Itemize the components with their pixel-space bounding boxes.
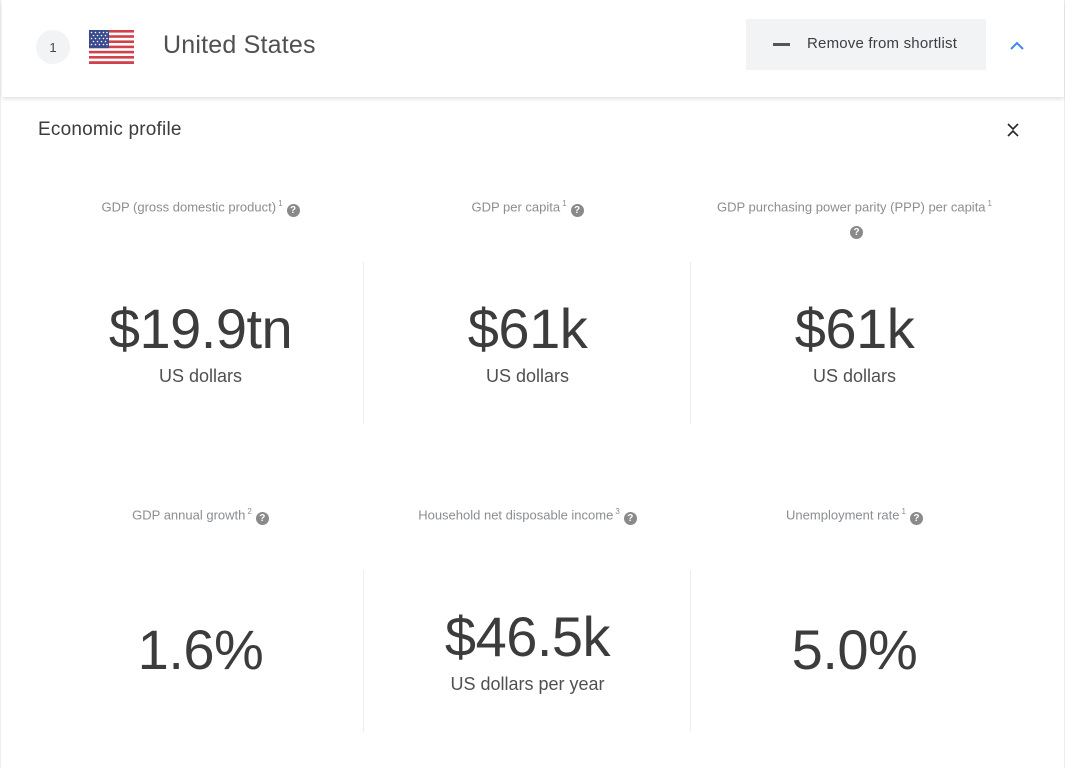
help-icon[interactable]: ? (570, 204, 584, 218)
metric-label-text: Unemployment rate (786, 507, 900, 523)
metric-label: Unemployment rate 1? (691, 501, 1018, 526)
column-divider (363, 570, 364, 732)
metric-unit: US dollars (158, 366, 243, 386)
footnote-ref: 3 (615, 507, 620, 516)
country-header: 1 United States Remove from shortlist (2, 0, 1064, 97)
metric-label: GDP per capita 1? (364, 193, 691, 218)
metric-value: $46.5k (444, 605, 611, 668)
collapse-icon[interactable] (1005, 121, 1021, 139)
metric-label-text: GDP purchasing power parity (PPP) per ca… (716, 199, 986, 215)
metric-label-text: GDP per capita (471, 199, 561, 215)
metric-label-text: GDP annual growth (132, 507, 246, 523)
column-divider (690, 570, 691, 732)
country-name: United States (163, 31, 316, 59)
help-icon[interactable]: ? (623, 512, 637, 526)
metric-label-text: Household net disposable income (418, 507, 614, 523)
column-divider (363, 262, 364, 424)
help-icon[interactable]: ? (909, 512, 923, 526)
chevron-up-icon[interactable] (1009, 40, 1025, 52)
metric-unit: US dollars (812, 366, 897, 386)
help-icon[interactable]: ? (255, 512, 269, 526)
footnote-ref: 1 (901, 507, 906, 516)
metric-value: $19.9tn (108, 297, 293, 360)
rank-badge: 1 (36, 30, 70, 64)
metric-label: GDP purchasing power parity (PPP) per ca… (691, 193, 1018, 240)
metric-unit: US dollars (485, 366, 570, 386)
column-divider (690, 262, 691, 424)
help-icon[interactable]: ? (286, 204, 300, 218)
metric-value: $61k (794, 297, 915, 360)
us-flag-icon (89, 30, 134, 64)
remove-from-shortlist-button[interactable]: Remove from shortlist (746, 19, 986, 70)
footnote-ref: 1 (562, 199, 567, 208)
footnote-ref: 1 (987, 199, 992, 208)
metric-value: $61k (467, 297, 588, 360)
metric-label: GDP annual growth 2? (37, 501, 364, 526)
section-title: Economic profile (38, 119, 182, 140)
shortlist-button-label: Remove from shortlist (807, 35, 958, 52)
metric-label: GDP (gross domestic product) 1? (37, 193, 364, 218)
metric-label: Household net disposable income 3? (364, 501, 691, 526)
metric-label-text: GDP (gross domestic product) (101, 199, 277, 215)
footnote-ref: 1 (278, 199, 283, 208)
footnote-ref: 2 (247, 507, 252, 516)
metric-value: 1.6% (137, 618, 264, 681)
metric-unit: US dollars per year (450, 674, 605, 694)
minus-icon (773, 43, 790, 46)
metric-value: 5.0% (791, 618, 918, 681)
help-icon[interactable]: ? (850, 226, 863, 240)
